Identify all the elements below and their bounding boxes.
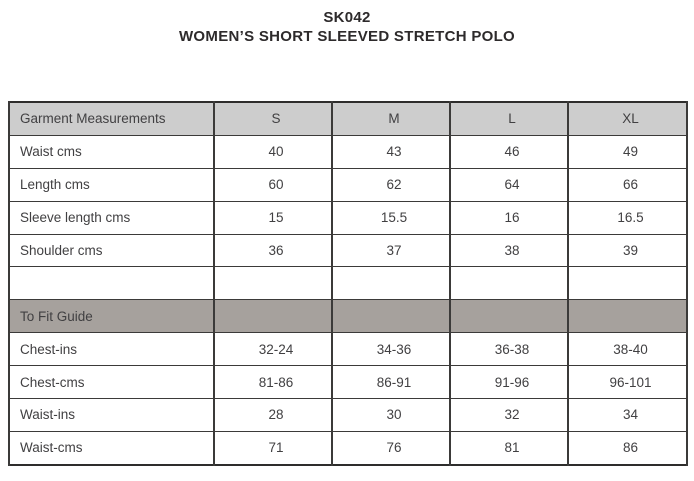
value-cell: 34-36 xyxy=(331,332,451,367)
header-label-cell: Garment Measurements xyxy=(8,101,215,136)
row-label-cell: Sleeve length cms xyxy=(8,200,215,235)
row-label-cell: Waist-cms xyxy=(8,430,215,466)
value-cell: 15 xyxy=(213,200,333,235)
value-cell: 60 xyxy=(213,167,333,202)
header-size-m-cell: M xyxy=(331,101,451,136)
value-cell: 66 xyxy=(567,167,688,202)
value-cell: 37 xyxy=(331,233,451,268)
table-row-chest-ins: Chest-ins 32-24 34-36 36-38 38-40 xyxy=(8,332,688,367)
value-cell: 16 xyxy=(449,200,569,235)
value-cell: 64 xyxy=(449,167,569,202)
value-cell: 81 xyxy=(449,430,569,466)
value-cell: 86 xyxy=(567,430,688,466)
value-cell: 96-101 xyxy=(567,365,688,400)
value-cell: 32-24 xyxy=(213,332,333,367)
row-label-cell: Length cms xyxy=(8,167,215,202)
product-code: SK042 xyxy=(323,9,371,26)
value-cell: 38 xyxy=(449,233,569,268)
value-cell: 36 xyxy=(213,233,333,268)
value-cell: 91-96 xyxy=(449,365,569,400)
value-cell: 16.5 xyxy=(567,200,688,235)
header-size-xl-cell: XL xyxy=(567,101,688,136)
value-cell: 76 xyxy=(331,430,451,466)
value-cell: 49 xyxy=(567,134,688,169)
value-cell: 62 xyxy=(331,167,451,202)
row-label-cell: Chest-cms xyxy=(8,365,215,400)
value-cell: 46 xyxy=(449,134,569,169)
row-label-cell: Chest-ins xyxy=(8,332,215,367)
value-cell: 43 xyxy=(331,134,451,169)
table-row-to-fit-guide: To Fit Guide xyxy=(8,299,688,334)
value-cell: 36-38 xyxy=(449,332,569,367)
value-cell xyxy=(567,299,688,334)
value-cell: 28 xyxy=(213,398,333,432)
value-cell xyxy=(213,266,333,301)
row-label-cell xyxy=(8,266,215,301)
page-title: SK042 WOMEN’S SHORT SLEEVED STRETCH POLO xyxy=(0,9,694,46)
table-row-spacer xyxy=(8,266,688,301)
row-label-cell: Waist cms xyxy=(8,134,215,169)
table-row-chest-cms: Chest-cms 81-86 86-91 91-96 96-101 xyxy=(8,365,688,400)
value-cell xyxy=(449,266,569,301)
table-header-row: Garment Measurements S M L XL xyxy=(8,101,688,136)
size-chart-table: Garment Measurements S M L XL Waist cms … xyxy=(8,101,688,466)
table-row-waist-cms-fit: Waist-cms 71 76 81 86 xyxy=(8,430,688,466)
value-cell xyxy=(213,299,333,334)
value-cell xyxy=(331,299,451,334)
value-cell: 86-91 xyxy=(331,365,451,400)
header-size-s-cell: S xyxy=(213,101,333,136)
value-cell: 34 xyxy=(567,398,688,432)
value-cell: 40 xyxy=(213,134,333,169)
row-label-cell: Shoulder cms xyxy=(8,233,215,268)
table-row-sleeve-length-cms: Sleeve length cms 15 15.5 16 16.5 xyxy=(8,200,688,235)
product-name: WOMEN’S SHORT SLEEVED STRETCH POLO xyxy=(178,28,516,45)
section-label-cell: To Fit Guide xyxy=(8,299,215,334)
value-cell: 15.5 xyxy=(331,200,451,235)
value-cell: 71 xyxy=(213,430,333,466)
value-cell xyxy=(449,299,569,334)
value-cell: 81-86 xyxy=(213,365,333,400)
value-cell: 38-40 xyxy=(567,332,688,367)
value-cell: 32 xyxy=(449,398,569,432)
table-row-waist-cms: Waist cms 40 43 46 49 xyxy=(8,134,688,169)
header-size-l-cell: L xyxy=(449,101,569,136)
value-cell: 39 xyxy=(567,233,688,268)
table-row-waist-ins: Waist-ins 28 30 32 34 xyxy=(8,398,688,432)
value-cell xyxy=(567,266,688,301)
value-cell xyxy=(331,266,451,301)
table-row-shoulder-cms: Shoulder cms 36 37 38 39 xyxy=(8,233,688,268)
value-cell: 30 xyxy=(331,398,451,432)
row-label-cell: Waist-ins xyxy=(8,398,215,432)
table-row-length-cms: Length cms 60 62 64 66 xyxy=(8,167,688,202)
